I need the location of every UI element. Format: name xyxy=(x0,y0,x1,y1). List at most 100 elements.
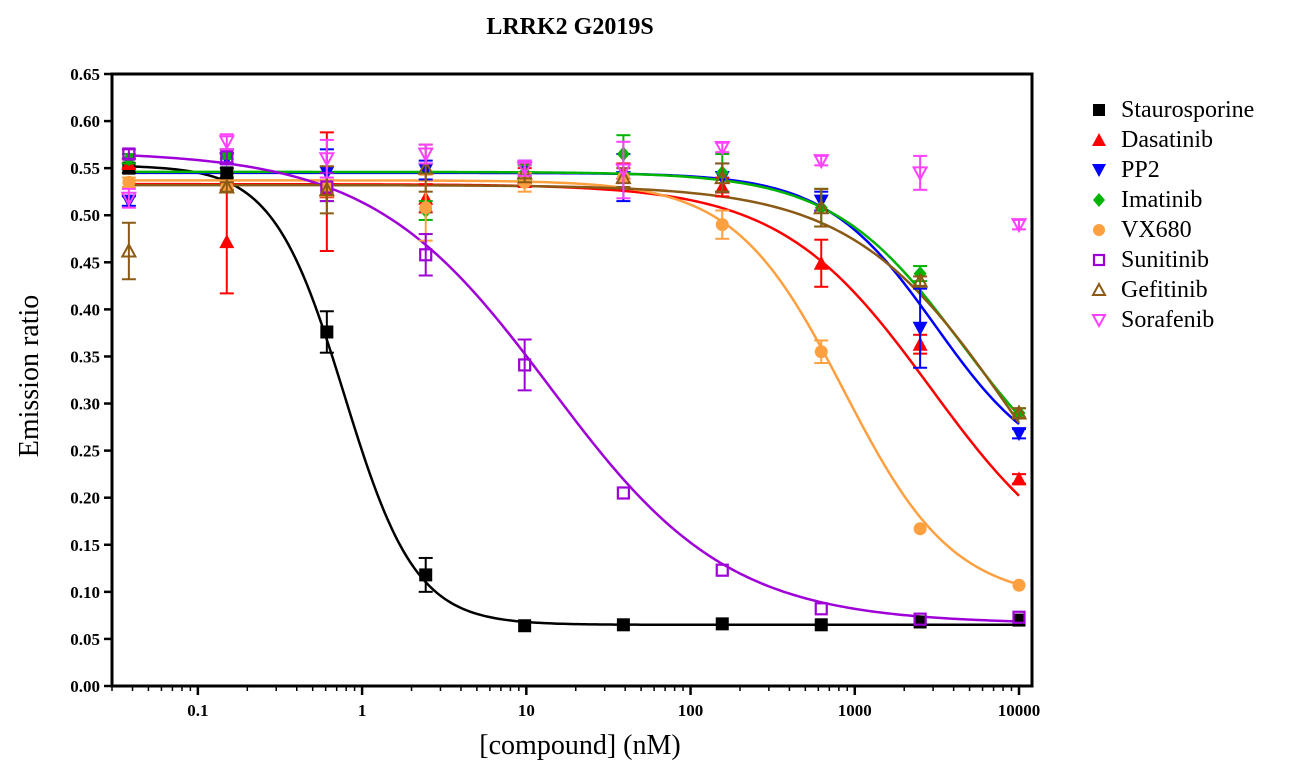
legend-label: PP2 xyxy=(1121,156,1160,183)
x-tick-label: 1000 xyxy=(838,701,872,720)
legend-item-staurosporine: Staurosporine xyxy=(1085,95,1254,125)
legend-marker xyxy=(1091,314,1107,329)
y-tick-label: 0.20 xyxy=(70,489,100,508)
data-point xyxy=(913,612,927,626)
legend-label: VX680 xyxy=(1121,216,1192,243)
legend: Staurosporine Dasatinib PP2 Imatinib VX680 Su… xyxy=(1085,95,1254,335)
x-axis-label: [compound] (nM) xyxy=(479,730,681,761)
legend-symbol xyxy=(1092,164,1106,177)
y-tick-label: 0.35 xyxy=(70,347,100,366)
y-tick-label: 0.60 xyxy=(70,112,100,131)
data-point xyxy=(1011,471,1027,486)
fit-curve-vx680 xyxy=(128,179,1020,586)
data-point xyxy=(1010,404,1028,420)
data-point xyxy=(318,181,336,197)
data-point xyxy=(911,166,929,182)
legend-item-pp2: PP2 xyxy=(1085,155,1254,185)
data-point xyxy=(120,242,138,258)
data-point xyxy=(419,248,433,262)
x-tick-label: 1 xyxy=(358,701,367,720)
fit-curve-staurosporine xyxy=(128,165,1019,627)
y-tick-label: 0.05 xyxy=(70,630,100,649)
fit-curve-sunitinib xyxy=(128,154,1020,623)
x-tick-label: 10 xyxy=(518,701,535,720)
data-point xyxy=(615,163,632,179)
data-point xyxy=(516,164,533,180)
legend-marker xyxy=(1091,281,1107,296)
y-tick-label: 0.45 xyxy=(70,253,100,272)
fit-curves xyxy=(128,154,1021,627)
series-sorafenib xyxy=(120,133,1028,234)
y-tick-label: 0.25 xyxy=(70,442,100,461)
x-tick-label: 0.1 xyxy=(187,701,208,720)
data-point xyxy=(220,166,234,180)
data-point xyxy=(1012,610,1026,624)
axes: 0.00 0.05 0.10 0.15 0.20 0.25 0.30 0.35 0.40 0.45… xyxy=(70,65,1040,720)
legend-item-vx680: VX680 xyxy=(1085,215,1254,245)
legend-marker xyxy=(1092,164,1106,177)
data-point xyxy=(1010,218,1028,234)
legend-marker xyxy=(1093,193,1105,207)
y-tick-label: 0.10 xyxy=(70,583,100,602)
data-point xyxy=(518,358,532,372)
legend-item-dasatinib: Dasatinib xyxy=(1085,125,1254,155)
data-point xyxy=(813,199,830,215)
data-point xyxy=(120,191,138,207)
data-point xyxy=(320,325,334,339)
data-point xyxy=(714,140,731,157)
legend-symbol xyxy=(1092,253,1106,267)
data-point xyxy=(1012,578,1026,592)
data-point xyxy=(814,345,828,359)
legend-label: Staurosporine xyxy=(1121,96,1255,123)
x-tick-label: 100 xyxy=(678,701,704,720)
data-point xyxy=(419,568,433,582)
data-point xyxy=(814,602,828,616)
plot-frame xyxy=(110,72,1034,688)
data-point xyxy=(912,321,928,336)
legend-symbol xyxy=(1093,193,1105,207)
y-tick-label: 0.40 xyxy=(70,300,100,319)
y-tick-label: 0.65 xyxy=(70,65,100,84)
series-sunitinib xyxy=(121,147,1026,626)
data-point xyxy=(516,161,533,177)
legend-label: Gefitinib xyxy=(1121,276,1208,303)
data-point xyxy=(616,486,630,500)
y-tick-label: 0.50 xyxy=(70,206,100,225)
data-point xyxy=(813,255,829,270)
legend-label: Sorafenib xyxy=(1121,306,1215,333)
data-point xyxy=(1011,427,1027,442)
series-staurosporine xyxy=(121,161,1026,633)
legend-label: Sunitinib xyxy=(1121,246,1210,273)
data-point xyxy=(218,135,235,151)
y-axis-label: Emission ratio xyxy=(14,294,45,458)
legend-item-sorafenib: Sorafenib xyxy=(1085,305,1254,335)
legend-symbol xyxy=(1092,133,1106,146)
legend-label: Dasatinib xyxy=(1121,126,1213,153)
y-tick-label: 0.55 xyxy=(70,159,100,178)
fit-curve-pp2 xyxy=(128,171,1020,426)
data-point xyxy=(318,152,336,168)
legend-label: Imatinib xyxy=(1121,186,1203,213)
data-point xyxy=(814,618,828,632)
legend-item-sunitinib: Sunitinib xyxy=(1085,245,1254,275)
legend-item-gefitinib: Gefitinib xyxy=(1085,275,1254,305)
legend-marker xyxy=(1092,253,1106,267)
fit-curve-dasatinib xyxy=(128,182,1020,497)
data-point xyxy=(913,522,927,536)
series-pp2 xyxy=(121,148,1027,442)
y-tick-label: 0.30 xyxy=(70,395,100,414)
data-point xyxy=(616,618,630,632)
legend-symbol xyxy=(1093,104,1105,116)
data-point xyxy=(417,147,434,163)
fit-curve-gefitinib xyxy=(128,183,1021,424)
data-point xyxy=(715,563,729,577)
data-point xyxy=(911,272,929,288)
data-point xyxy=(518,619,532,633)
legend-symbol xyxy=(1093,224,1105,236)
chart-title: LRRK2 G2019S xyxy=(486,14,654,40)
data-point xyxy=(715,218,729,232)
data-points xyxy=(120,131,1028,633)
legend-marker xyxy=(1092,133,1106,146)
data-point xyxy=(419,201,433,215)
